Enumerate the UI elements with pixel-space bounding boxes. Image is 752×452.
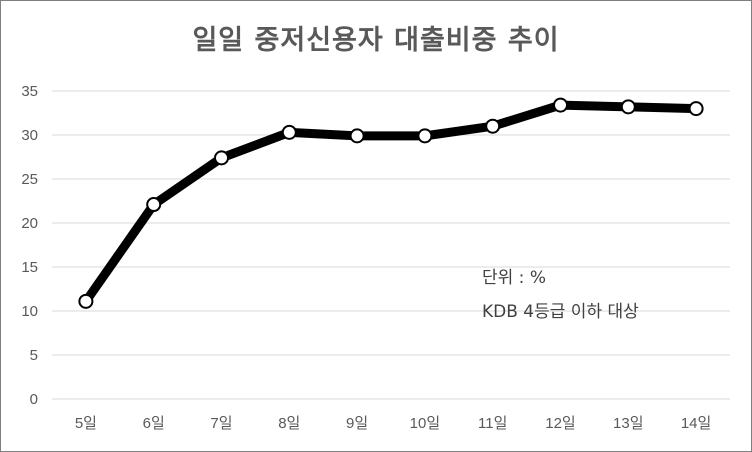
x-tick-label: 8일 [278,415,300,432]
data-points [78,97,704,309]
unit-annotation: 단위 : % [482,268,546,288]
x-tick-labels: 5일 6일 7일 8일 9일 10일 11일 12일 13일 14일 [75,415,712,432]
x-tick-label: 11일 [478,415,507,432]
y-tick-label: 10 [21,303,38,320]
y-tick-label: 5 [30,347,38,364]
y-tick-label: 30 [21,127,38,144]
series-line-path [81,100,701,306]
data-point [281,124,297,140]
x-tick-label: 9일 [346,415,368,432]
scope-annotation: KDB 4등급 이하 대상 [482,302,639,322]
y-tick-label: 35 [21,83,38,100]
x-tick-label: 13일 [613,415,644,432]
x-tick-label: 10일 [410,415,441,432]
x-tick-label: 14일 [681,415,712,432]
x-tick-label: 6일 [143,415,165,432]
data-point [78,293,94,309]
data-point [146,197,162,213]
series-line [81,100,701,306]
data-point [349,128,365,144]
data-point [688,101,704,117]
y-tick-label: 25 [21,171,38,188]
x-tick-label: 5일 [75,415,97,432]
chart-title: 일일 중저신용자 대출비중 추이 [192,25,560,56]
data-point [553,97,568,113]
data-point [214,150,229,166]
x-tick-label: 7일 [210,415,232,432]
data-point [620,99,636,115]
y-tick-label: 0 [30,391,38,408]
y-tick-labels: 0 5 10 15 20 25 30 35 [21,83,38,408]
data-point [417,128,433,144]
x-tick-label: 12일 [545,415,576,432]
data-point [485,118,501,134]
y-tick-label: 15 [21,259,38,276]
y-tick-label: 20 [21,215,38,232]
